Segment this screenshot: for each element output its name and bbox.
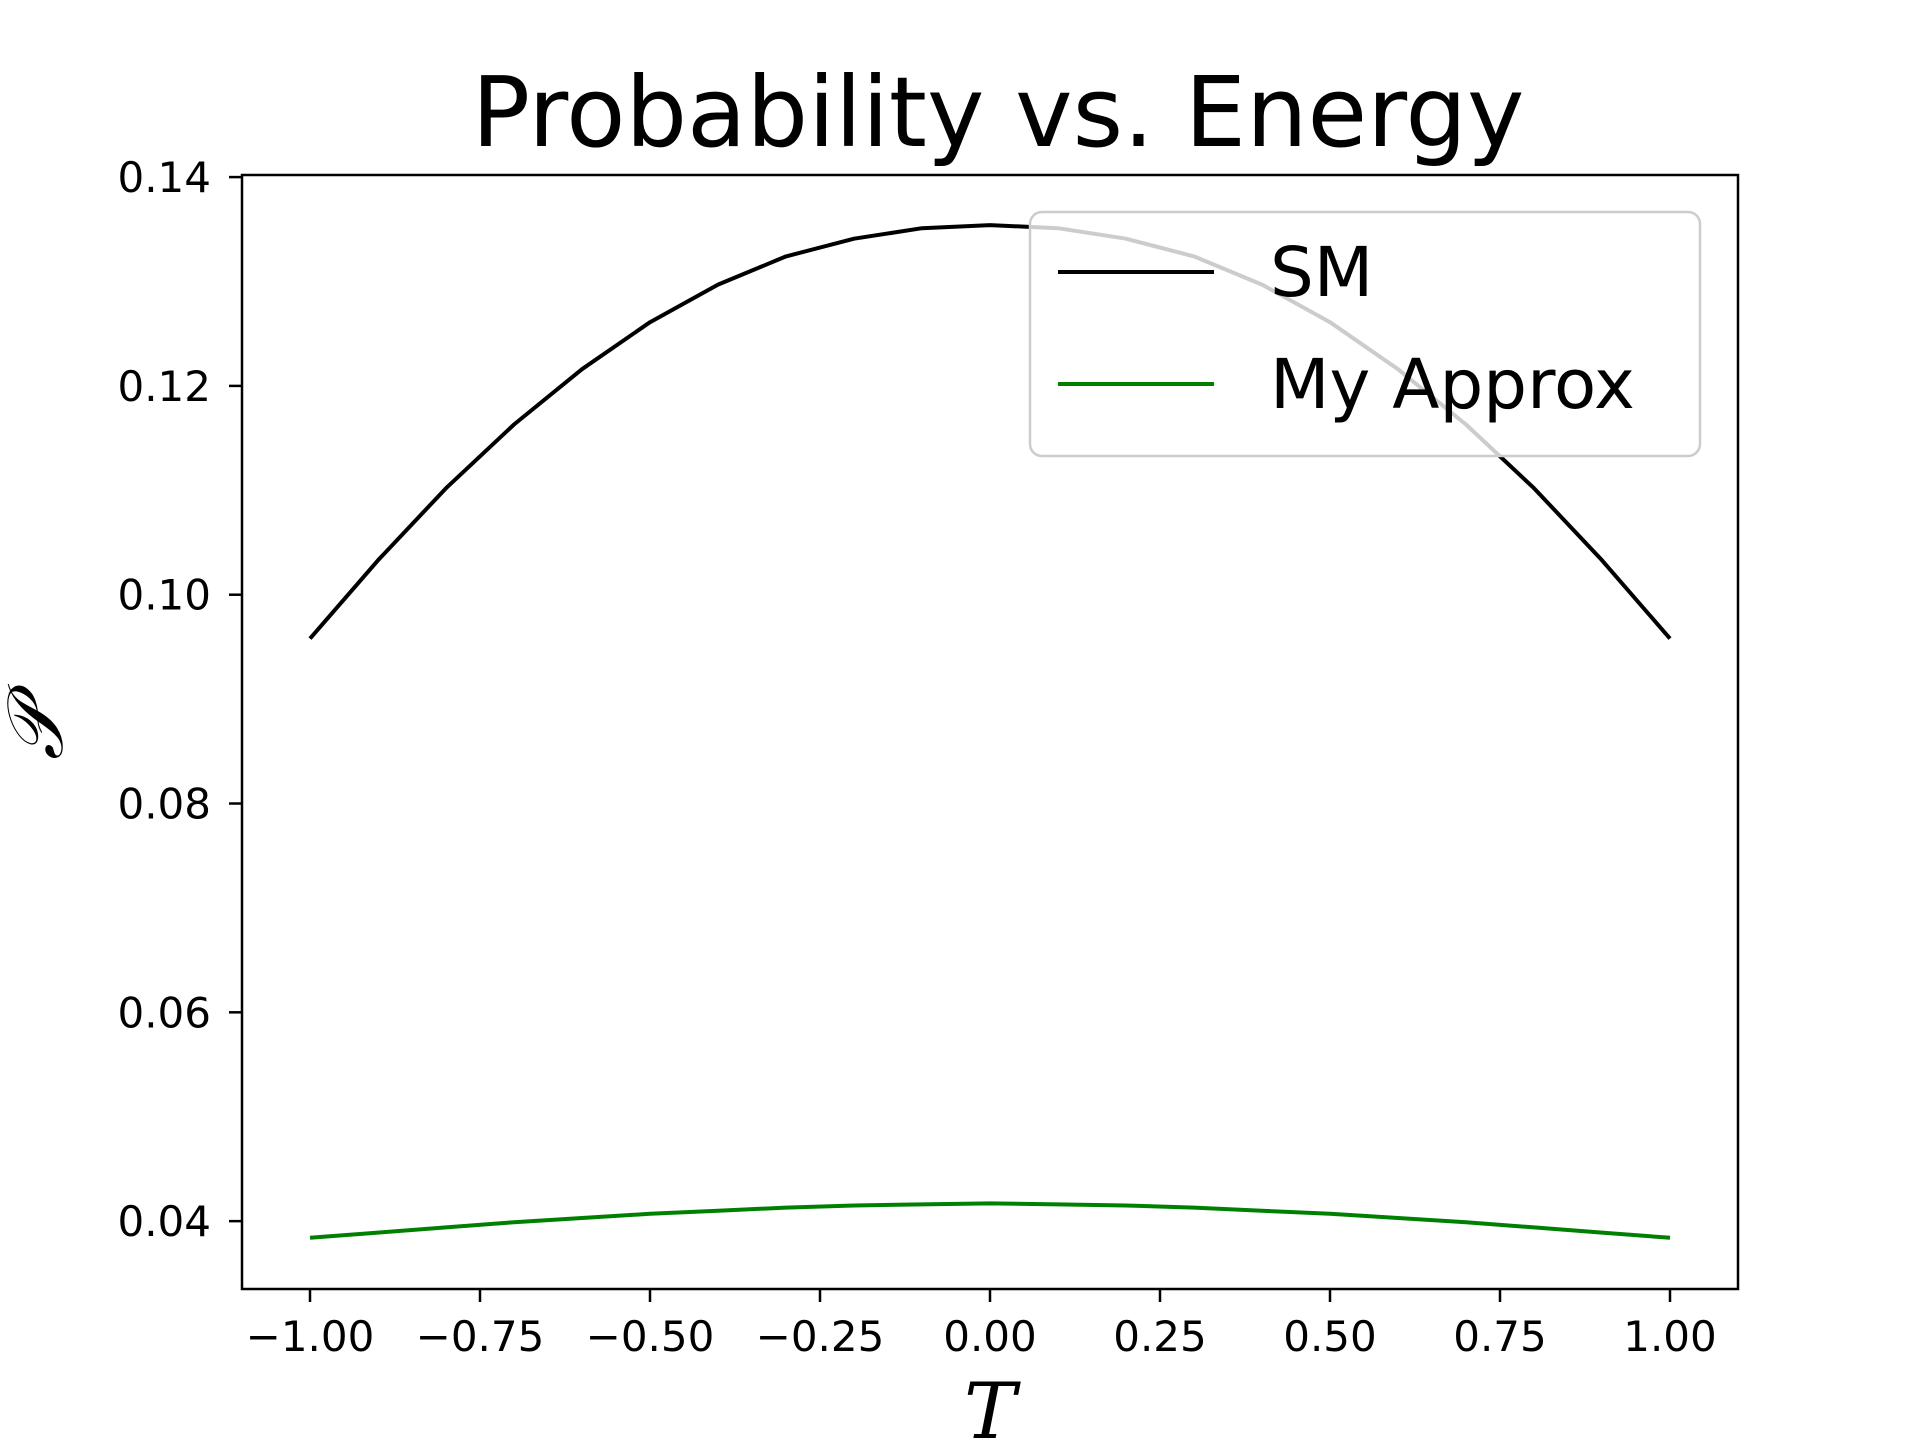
x-tick-label: −0.75 (416, 1312, 545, 1361)
chart-title: Probability vs. Energy (472, 56, 1525, 169)
y-axis: 0.04 0.06 0.08 0.10 0.12 0.14 (117, 153, 242, 1246)
legend: SM My Approx (1028, 210, 1702, 458)
plot-area-frame (240, 173, 1740, 1291)
y-tick-label: 0.04 (117, 1197, 211, 1246)
x-tick-label: −0.25 (756, 1312, 885, 1361)
x-tick-label: 0.25 (1113, 1312, 1207, 1361)
series-line-my-approx (309, 1201, 1671, 1240)
x-tick-label: 0.50 (1283, 1312, 1377, 1361)
y-tick-label: 0.08 (117, 780, 211, 829)
y-tick-label: 0.12 (117, 362, 211, 411)
x-axis: −1.00 −0.75 −0.50 −0.25 0.00 0.25 0.50 0.75 1.00 (246, 1289, 1717, 1361)
x-tick-label: 0.00 (943, 1312, 1037, 1361)
x-tick-label: 1.00 (1623, 1312, 1717, 1361)
x-tick-label: −1.00 (246, 1312, 375, 1361)
y-tick-label: 0.10 (117, 571, 211, 620)
x-tick-label: −0.50 (586, 1312, 715, 1361)
legend-label-my-approx: My Approx (1270, 345, 1635, 425)
legend-label-sm: SM (1270, 233, 1373, 313)
x-tick-label: 0.75 (1453, 1312, 1547, 1361)
y-tick-label: 0.14 (117, 153, 211, 202)
x-axis-label: T (964, 1367, 1021, 1440)
y-tick-label: 0.06 (117, 988, 211, 1037)
